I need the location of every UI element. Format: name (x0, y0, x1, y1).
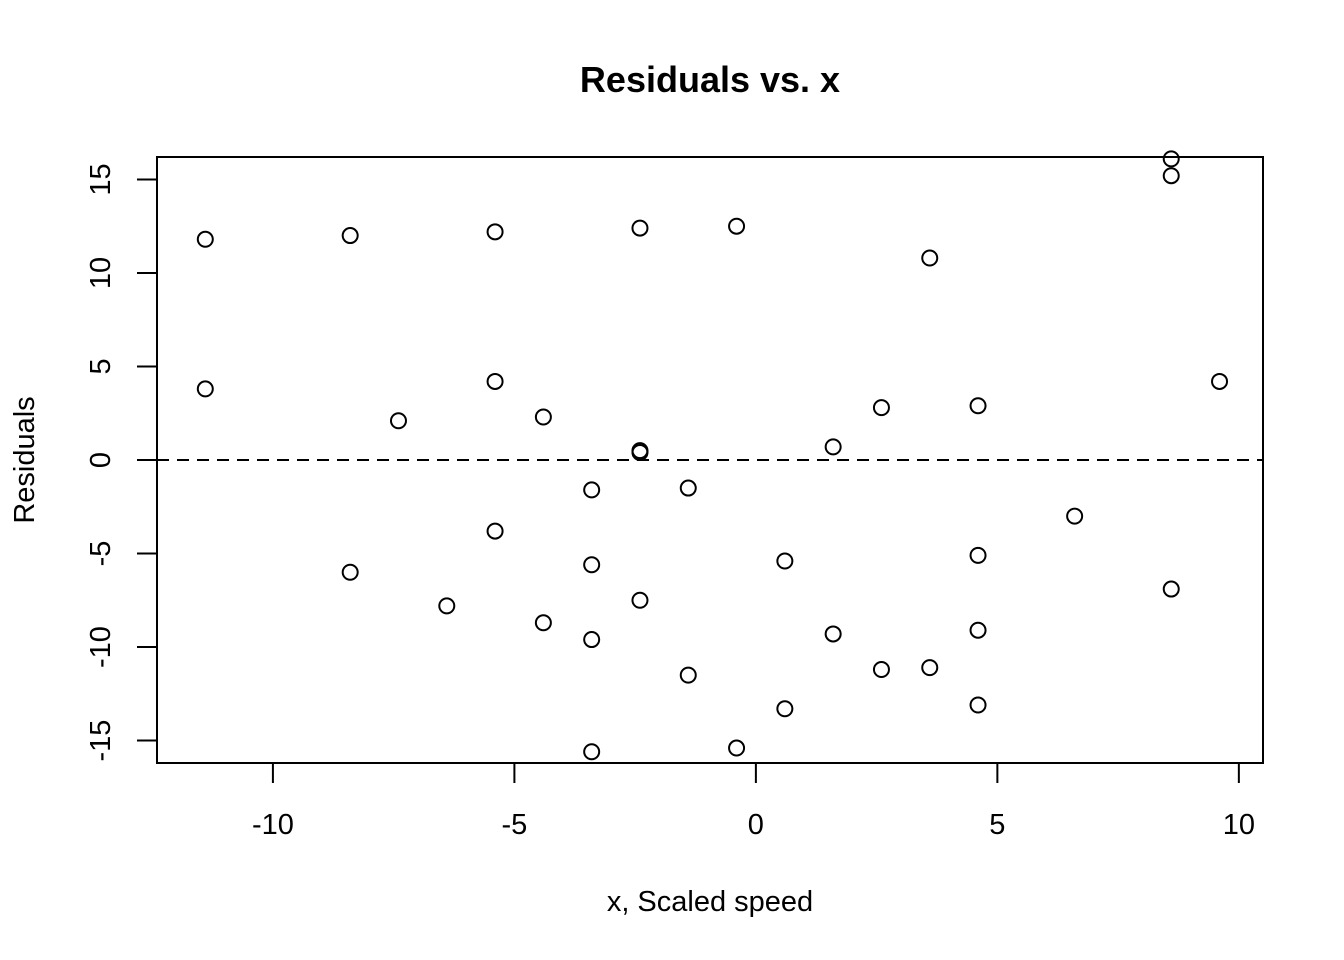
data-point (679, 666, 697, 684)
y-axis-label: Residuals (9, 396, 41, 523)
data-point (583, 481, 601, 499)
x-tick-label: -5 (501, 809, 527, 841)
data-point (969, 696, 987, 714)
data-point (1066, 507, 1084, 525)
chart-title: Residuals vs. x (580, 59, 840, 100)
y-tick-label: -10 (85, 626, 117, 668)
data-point (486, 522, 504, 540)
data-point (631, 591, 649, 609)
data-point (486, 372, 504, 390)
data-point (486, 223, 504, 241)
data-point (824, 438, 842, 456)
x-tick-label: 0 (748, 809, 764, 841)
data-point (1211, 372, 1229, 390)
data-point (631, 444, 649, 462)
data-point (196, 380, 214, 398)
data-point (872, 660, 890, 678)
data-point (341, 563, 359, 581)
data-point (776, 700, 794, 718)
data-point (583, 556, 601, 574)
data-point (969, 397, 987, 415)
data-point (196, 230, 214, 248)
data-point (921, 249, 939, 267)
data-point (631, 219, 649, 237)
y-tick-label: 0 (85, 452, 117, 468)
data-point (438, 597, 456, 615)
data-point (824, 625, 842, 643)
data-point (776, 552, 794, 570)
data-points (196, 150, 1229, 761)
data-point (583, 631, 601, 649)
x-tick-label: 10 (1223, 809, 1255, 841)
data-point (872, 399, 890, 417)
data-point (1162, 150, 1180, 168)
data-point (969, 621, 987, 639)
x-axis-label: x, Scaled speed (607, 886, 813, 918)
x-axis: -10 -5 0 5 10 (252, 762, 1255, 841)
data-point (921, 659, 939, 677)
data-point (728, 217, 746, 235)
data-point (1162, 580, 1180, 598)
y-tick-label: -5 (85, 541, 117, 567)
x-tick-label: -10 (252, 809, 294, 841)
data-point (389, 412, 407, 430)
y-tick-label: -15 (85, 720, 117, 762)
data-point (341, 227, 359, 245)
y-axis: -15 -10 -5 0 5 10 15 (85, 163, 158, 762)
y-tick-label: 5 (85, 358, 117, 374)
data-point (534, 408, 552, 426)
data-point (1162, 167, 1180, 185)
x-tick-label: 5 (989, 809, 1005, 841)
data-point (679, 479, 697, 497)
data-point (969, 546, 987, 564)
data-point (534, 614, 552, 632)
data-point (583, 743, 601, 761)
y-tick-label: 15 (85, 163, 117, 195)
data-point (728, 739, 746, 757)
y-tick-label: 10 (85, 257, 117, 289)
